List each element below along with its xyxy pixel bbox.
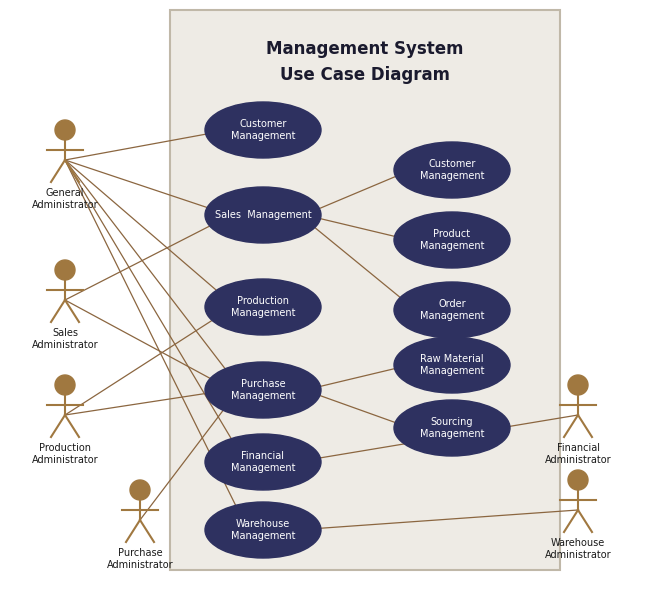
Text: Sales  Management: Sales Management bbox=[214, 210, 311, 220]
Ellipse shape bbox=[205, 434, 321, 490]
Ellipse shape bbox=[394, 400, 510, 456]
Circle shape bbox=[55, 375, 75, 395]
Circle shape bbox=[130, 480, 150, 500]
Text: Sales
Administrator: Sales Administrator bbox=[32, 328, 98, 350]
Text: Customer
Management: Customer Management bbox=[420, 159, 484, 181]
Circle shape bbox=[55, 260, 75, 280]
Ellipse shape bbox=[394, 142, 510, 198]
Circle shape bbox=[568, 375, 588, 395]
Text: Financial
Administrator: Financial Administrator bbox=[545, 443, 611, 465]
Ellipse shape bbox=[205, 502, 321, 558]
Ellipse shape bbox=[205, 279, 321, 335]
Text: Purchase
Management: Purchase Management bbox=[231, 379, 295, 401]
Circle shape bbox=[55, 120, 75, 140]
Text: General
Administrator: General Administrator bbox=[32, 188, 98, 210]
FancyBboxPatch shape bbox=[170, 10, 560, 570]
Circle shape bbox=[568, 470, 588, 490]
Text: Warehouse
Administrator: Warehouse Administrator bbox=[545, 538, 611, 559]
Text: Product
Management: Product Management bbox=[420, 229, 484, 251]
Ellipse shape bbox=[205, 187, 321, 243]
Ellipse shape bbox=[394, 282, 510, 338]
Text: Production
Administrator: Production Administrator bbox=[32, 443, 98, 465]
Text: Management System
Use Case Diagram: Management System Use Case Diagram bbox=[266, 41, 463, 83]
Ellipse shape bbox=[394, 212, 510, 268]
Text: Production
Management: Production Management bbox=[231, 296, 295, 318]
Ellipse shape bbox=[205, 362, 321, 418]
Ellipse shape bbox=[394, 337, 510, 393]
Text: Financial
Management: Financial Management bbox=[231, 451, 295, 473]
Text: Order
Management: Order Management bbox=[420, 299, 484, 321]
Text: Warehouse
Management: Warehouse Management bbox=[231, 519, 295, 541]
Text: Sourcing
Management: Sourcing Management bbox=[420, 417, 484, 439]
Text: Customer
Management: Customer Management bbox=[231, 119, 295, 141]
Text: Purchase
Administrator: Purchase Administrator bbox=[107, 548, 174, 570]
Text: Raw Material
Management: Raw Material Management bbox=[420, 354, 484, 376]
Ellipse shape bbox=[205, 102, 321, 158]
